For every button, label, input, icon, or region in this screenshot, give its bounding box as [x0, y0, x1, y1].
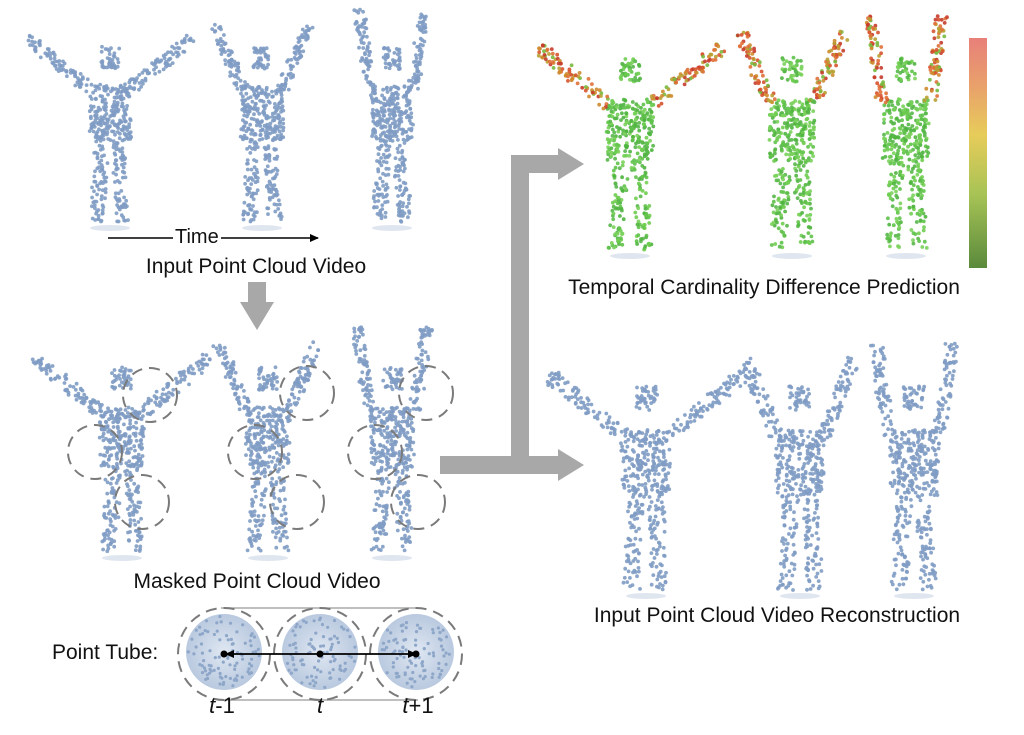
input-frame-1 [27, 34, 196, 231]
tube-frame-label-prev: t-1 [209, 693, 235, 719]
mask-circle [399, 366, 453, 420]
reconstruction-frame-2 [741, 356, 858, 599]
reconstruction-frame-3 [869, 342, 959, 599]
masked-video-caption: Masked Point Cloud Video [133, 570, 380, 594]
cardinality-prediction-caption: Temporal Cardinality Difference Predicti… [568, 276, 960, 300]
reconstruction-caption: Input Point Cloud Video Reconstruction [594, 604, 960, 628]
reconstruction-frame-1 [546, 370, 748, 600]
down-arrow [240, 282, 274, 330]
tube-frame-label-next: t+1 [402, 693, 433, 719]
mask-circle [68, 425, 122, 479]
time-axis-label: Time [173, 226, 221, 249]
tube-point-t-plus-1 [413, 651, 420, 658]
point-tube [178, 608, 462, 700]
prediction-frame-3 [865, 14, 949, 259]
masked-frame-2 [211, 340, 320, 561]
tube-frame-label-current: t [317, 693, 323, 719]
mask-circle [270, 475, 324, 529]
prediction-frame-2 [736, 30, 850, 259]
masked-frame-3 [352, 325, 434, 561]
branch-arrow [440, 148, 584, 481]
tube-point-t-minus-1 [221, 651, 228, 658]
tube-point-t [317, 651, 324, 658]
input-video-caption: Input Point Cloud Video [146, 255, 366, 279]
colorbar [969, 38, 987, 268]
prediction-frame-1 [537, 42, 726, 259]
point-tube-label: Point Tube: [52, 641, 158, 665]
input-frame-3 [352, 8, 427, 231]
input-frame-2 [210, 23, 314, 231]
